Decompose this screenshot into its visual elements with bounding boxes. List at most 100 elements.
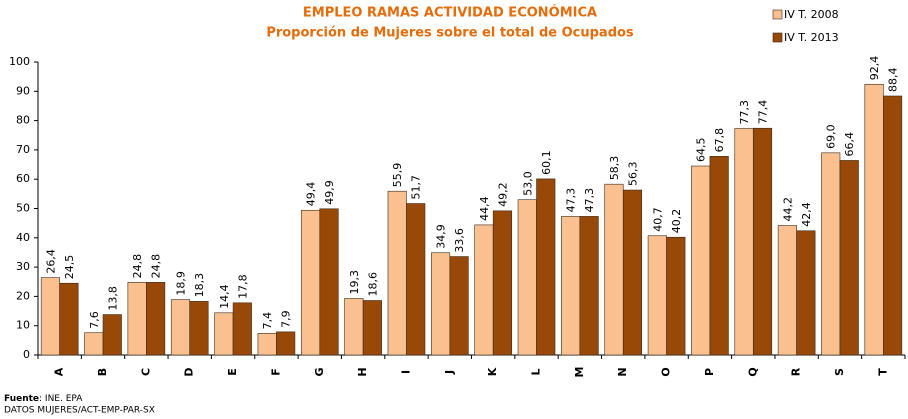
bar xyxy=(189,301,209,356)
bar xyxy=(536,178,556,356)
value-label: 49,9 xyxy=(323,180,336,205)
bar xyxy=(666,236,686,356)
value-label: 42,4 xyxy=(800,202,813,227)
value-label: 77,3 xyxy=(738,100,751,125)
value-label: 58,3 xyxy=(608,156,621,181)
y-tick-label: 70 xyxy=(16,143,30,156)
x-tick-label: Q xyxy=(746,367,759,376)
value-label: 24,8 xyxy=(131,254,144,279)
legend-label: IV T. 2008 xyxy=(784,8,839,21)
x-tick-label: N xyxy=(616,367,629,376)
value-label: 24,8 xyxy=(150,254,163,279)
bar xyxy=(883,95,903,356)
value-label: 66,4 xyxy=(843,132,856,157)
value-label: 55,9 xyxy=(391,163,404,188)
value-label: 33,6 xyxy=(453,228,466,253)
y-tick-label: 90 xyxy=(16,84,30,97)
y-tick-label: 80 xyxy=(16,114,30,127)
bar xyxy=(517,199,537,356)
x-tick-label: K xyxy=(486,367,499,376)
y-tick-label: 40 xyxy=(16,231,30,244)
value-label: 34,9 xyxy=(435,224,448,249)
x-tick-label: D xyxy=(183,367,196,376)
value-label: 47,3 xyxy=(565,188,578,213)
bar xyxy=(276,331,296,356)
bar xyxy=(300,209,321,356)
bar xyxy=(604,183,624,356)
bar xyxy=(579,216,599,356)
x-tick-label: E xyxy=(226,368,239,376)
bar xyxy=(734,128,754,356)
value-label: 92,4 xyxy=(868,56,881,81)
value-label: 7,6 xyxy=(88,311,101,329)
bar xyxy=(709,156,729,356)
bar xyxy=(232,302,252,356)
value-label: 40,2 xyxy=(670,209,683,234)
bar xyxy=(59,282,79,356)
value-label: 64,5 xyxy=(695,138,708,163)
value-label: 19,3 xyxy=(348,270,361,295)
x-tick-label: J xyxy=(443,370,456,375)
value-label: 7,4 xyxy=(261,312,274,330)
value-label: 88,4 xyxy=(887,67,900,92)
legend-swatch xyxy=(772,32,783,43)
bar xyxy=(622,189,643,356)
legend-swatch xyxy=(772,9,783,20)
x-tick-label: S xyxy=(833,368,846,376)
x-tick-label: F xyxy=(269,368,282,376)
bar xyxy=(214,312,234,356)
value-label: 14,4 xyxy=(218,284,231,309)
y-tick-label: 0 xyxy=(23,348,30,361)
bar xyxy=(127,282,147,356)
bar xyxy=(431,252,451,356)
value-label: 18,9 xyxy=(174,271,187,296)
bar xyxy=(406,203,426,356)
bar xyxy=(561,216,581,356)
source-text: : INE. EPA xyxy=(39,394,83,404)
y-tick-label: 50 xyxy=(16,202,30,215)
value-label: 53,0 xyxy=(521,171,534,196)
x-tick-label: R xyxy=(790,367,803,376)
bar xyxy=(146,282,166,356)
value-label: 60,1 xyxy=(540,150,553,175)
bar xyxy=(864,83,884,356)
bar xyxy=(777,225,797,356)
value-label: 49,4 xyxy=(305,182,318,207)
bar xyxy=(449,256,469,356)
value-label: 67,8 xyxy=(713,128,726,153)
x-tick-label: I xyxy=(399,370,412,374)
y-tick-label: 100 xyxy=(9,55,30,68)
note: DATOS MUJERES/ACT-EMP-PAR-SX xyxy=(4,406,155,416)
x-tick-label: L xyxy=(530,368,543,375)
bar xyxy=(691,165,711,356)
value-label: 18,6 xyxy=(366,272,379,297)
y-tick-label: 60 xyxy=(16,172,30,185)
value-label: 13,8 xyxy=(106,286,119,311)
x-tick-label: C xyxy=(139,368,152,376)
bar xyxy=(752,127,773,356)
bar xyxy=(257,333,277,356)
bar xyxy=(170,299,191,356)
bar xyxy=(84,332,104,356)
value-label: 47,3 xyxy=(583,188,596,213)
chart-title: EMPLEO RAMAS ACTIVIDAD ECONÓMICA xyxy=(303,5,597,21)
bar xyxy=(492,210,512,356)
y-tick-label: 10 xyxy=(16,319,30,332)
bar xyxy=(839,160,859,356)
bar xyxy=(40,277,60,356)
x-tick-label: H xyxy=(356,367,369,376)
value-label: 69,0 xyxy=(825,124,838,149)
x-tick-label: G xyxy=(313,367,326,376)
value-label: 49,2 xyxy=(496,182,509,207)
x-tick-label: A xyxy=(53,367,66,376)
value-label: 17,8 xyxy=(236,274,249,299)
bar xyxy=(362,300,382,356)
value-label: 24,5 xyxy=(63,255,76,280)
value-label: 26,4 xyxy=(44,249,57,274)
chart-subtitle: Proporción de Mujeres sobre el total de … xyxy=(266,26,634,41)
y-tick-label: 20 xyxy=(16,289,30,302)
x-tick-label: P xyxy=(703,368,716,376)
value-label: 77,4 xyxy=(757,100,770,125)
bar xyxy=(387,190,407,356)
